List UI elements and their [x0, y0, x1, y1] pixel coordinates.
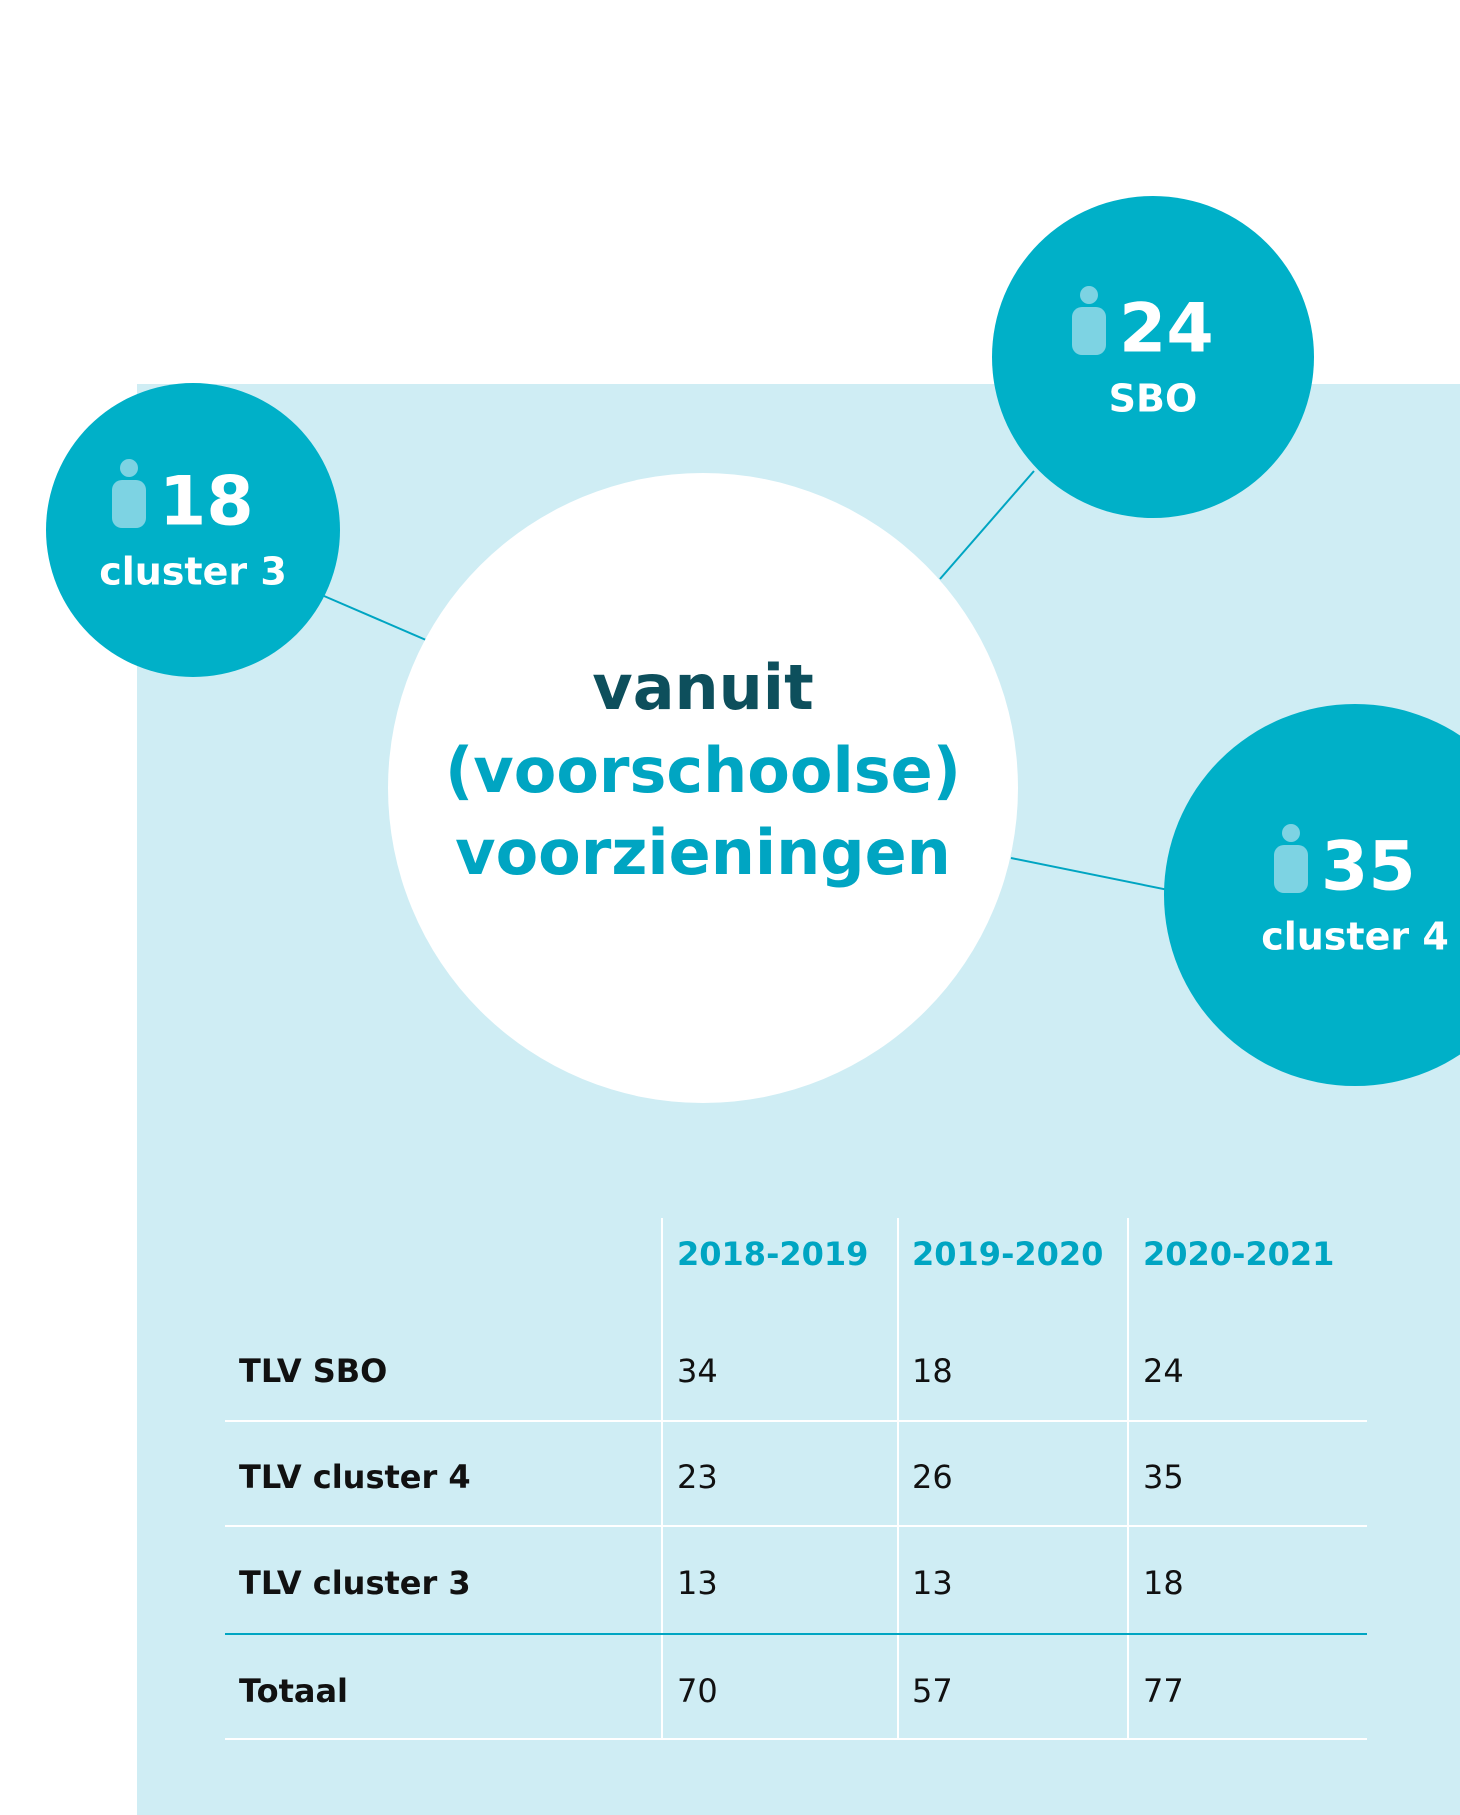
person-body: [1274, 845, 1308, 893]
center-title: vanuit: [592, 651, 813, 724]
row-label: Totaal: [239, 1672, 348, 1710]
cell: 18: [1143, 1564, 1184, 1602]
cell: 34: [677, 1352, 718, 1390]
person-head: [1080, 286, 1098, 304]
connector: [323, 595, 427, 641]
column-header: 2018-2019: [677, 1235, 868, 1273]
row-label: TLV cluster 4: [239, 1458, 471, 1496]
stat-circles: 18 cluster 3 24 SBO 35 cluster 4: [46, 196, 1460, 1086]
cell: 26: [912, 1458, 953, 1496]
cell: 13: [912, 1564, 953, 1602]
cell: 18: [912, 1352, 953, 1390]
stat-number: 35: [1321, 828, 1416, 907]
table: 2018-2019 2019-2020 2020-2021 TLV SBO 34 18 24…: [225, 1218, 1367, 1740]
cell: 57: [912, 1672, 953, 1710]
row-label: TLV SBO: [239, 1352, 387, 1390]
stat-circle: [1164, 704, 1460, 1086]
cell: 77: [1143, 1672, 1184, 1710]
stat-circle: [46, 383, 340, 677]
row-label: TLV cluster 3: [239, 1564, 471, 1602]
person-head: [120, 459, 138, 477]
stat-label: cluster 3: [99, 550, 287, 594]
cell: 35: [1143, 1458, 1184, 1496]
person-head: [1282, 824, 1300, 842]
stat-number: 24: [1119, 290, 1214, 369]
stat-number: 18: [159, 463, 254, 542]
column-header: 2019-2020: [912, 1235, 1103, 1273]
stat-circle: [992, 196, 1314, 518]
column-header: 2020-2021: [1143, 1235, 1334, 1273]
connector: [939, 470, 1035, 580]
person-body: [1072, 307, 1106, 355]
person-body: [112, 480, 146, 528]
center-title: voorzieningen: [455, 816, 951, 889]
cell: 24: [1143, 1352, 1184, 1390]
center-circle: [388, 473, 1018, 1103]
cell: 70: [677, 1672, 718, 1710]
stat-label: cluster 4: [1261, 915, 1449, 959]
cell: 23: [677, 1458, 718, 1496]
center-title: (voorschoolse): [445, 734, 961, 807]
connector: [1010, 857, 1194, 896]
cell: 13: [677, 1564, 718, 1602]
stat-label: SBO: [1109, 377, 1198, 421]
